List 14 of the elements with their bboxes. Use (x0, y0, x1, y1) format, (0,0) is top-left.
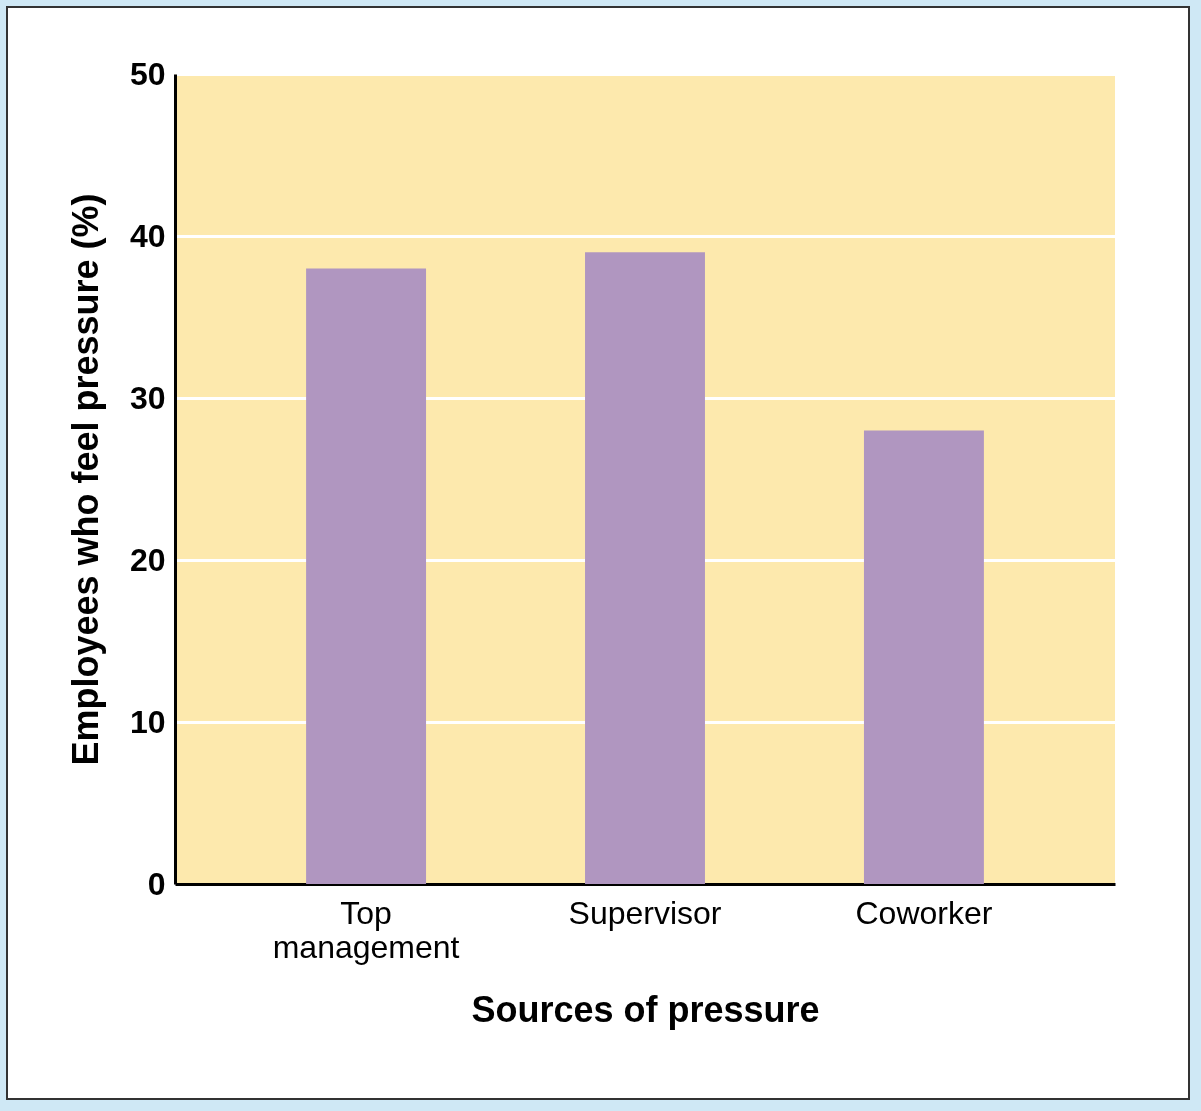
x-tick-label: Top management (272, 894, 460, 965)
x-tick-label: Coworker (855, 894, 993, 931)
y-tick-label: 10 (129, 703, 166, 740)
y-tick-label: 0 (147, 865, 166, 902)
y-tick-label: 40 (129, 217, 166, 254)
bar (863, 430, 984, 884)
y-tick-label: 50 (129, 55, 166, 92)
bar (585, 252, 705, 884)
y-tick-label: 20 (129, 541, 166, 578)
x-axis-title: Sources of pressure (471, 988, 820, 1030)
bar (306, 268, 427, 884)
y-tick-label: 30 (129, 379, 166, 416)
y-axis-title: Employees who feel pressure (%) (64, 193, 106, 766)
x-tick-label: Supervisor (568, 894, 722, 931)
